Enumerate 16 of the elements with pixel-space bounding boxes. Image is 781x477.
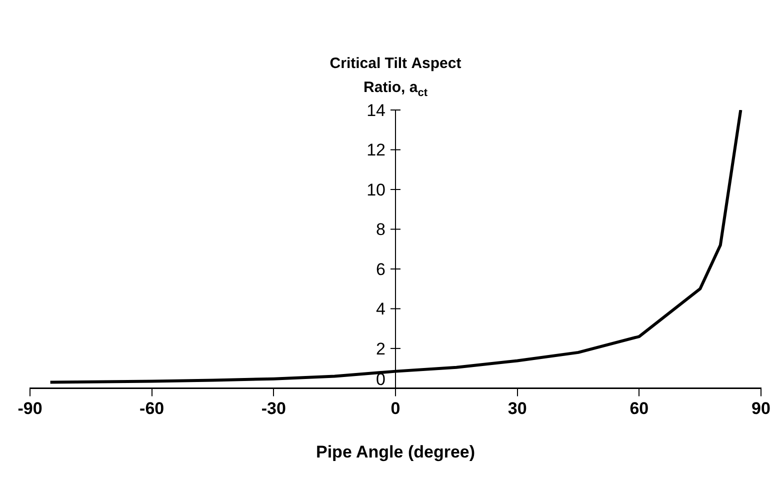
y-tick-label: 2	[376, 339, 386, 358]
y-tick-label: 12	[366, 140, 386, 160]
y-tick-label: 0	[376, 370, 386, 390]
y-tick-label: 6	[376, 260, 386, 279]
x-tick-label: 30	[508, 399, 527, 418]
x-tick-label: -30	[261, 399, 286, 418]
x-tick-label: -90	[18, 399, 42, 418]
y-tick-label: 4	[376, 300, 386, 319]
x-tick-label: 90	[752, 399, 770, 418]
x-tick-label: 60	[630, 399, 649, 418]
y-tick-label: 8	[376, 220, 386, 240]
y-tick-label: 14	[366, 101, 386, 120]
x-axis-title: Pipe Angle (degree)	[316, 442, 476, 462]
x-tick-label: -60	[140, 399, 164, 418]
x-tick-label: 0	[390, 399, 400, 418]
y-tick-label: 10	[366, 180, 386, 200]
